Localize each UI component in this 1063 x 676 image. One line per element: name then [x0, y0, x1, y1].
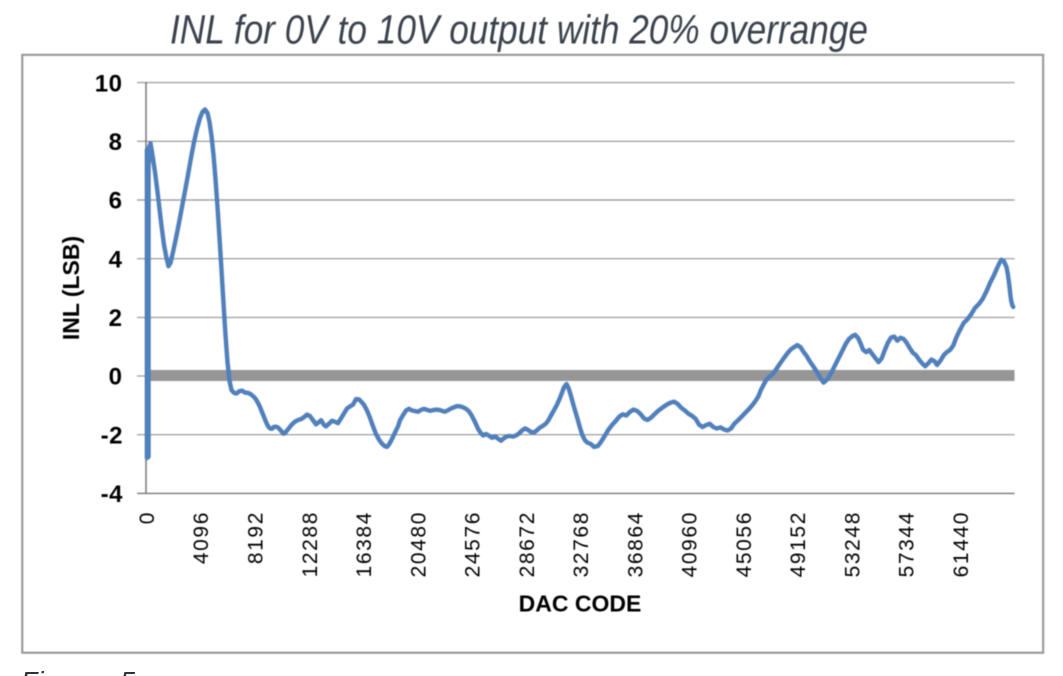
svg-text:53248: 53248: [841, 511, 864, 577]
svg-text:4: 4: [109, 246, 123, 273]
svg-text:20480: 20480: [407, 511, 430, 577]
svg-text:4096: 4096: [190, 511, 213, 564]
svg-text:DAC CODE: DAC CODE: [519, 591, 642, 617]
svg-text:6: 6: [109, 188, 123, 215]
svg-text:5: 5: [120, 666, 136, 676]
svg-text:49152: 49152: [787, 511, 810, 577]
svg-text:0: 0: [109, 364, 123, 391]
svg-text:INL for 0V to 10V output with: INL for 0V to 10V output with 20% overra…: [170, 7, 868, 53]
svg-text:16384: 16384: [353, 511, 376, 577]
svg-text:36864: 36864: [624, 511, 647, 577]
svg-text:-4: -4: [101, 481, 123, 508]
svg-text:32768: 32768: [570, 511, 593, 577]
svg-text:8192: 8192: [245, 511, 268, 564]
svg-text:28672: 28672: [516, 511, 539, 577]
svg-text:57344: 57344: [896, 511, 919, 577]
svg-text:Figure: Figure: [21, 666, 98, 676]
svg-text:12288: 12288: [299, 511, 322, 577]
svg-text:-2: -2: [101, 422, 123, 449]
svg-text:8: 8: [109, 129, 123, 156]
svg-text:61440: 61440: [950, 511, 973, 577]
svg-text:2: 2: [109, 305, 123, 332]
svg-text:45056: 45056: [733, 511, 756, 577]
svg-text:10: 10: [95, 70, 123, 97]
svg-text:0: 0: [136, 511, 159, 524]
svg-text:INL (LSB): INL (LSB): [58, 236, 84, 340]
svg-text:24576: 24576: [462, 511, 485, 577]
svg-text:40960: 40960: [679, 511, 702, 577]
